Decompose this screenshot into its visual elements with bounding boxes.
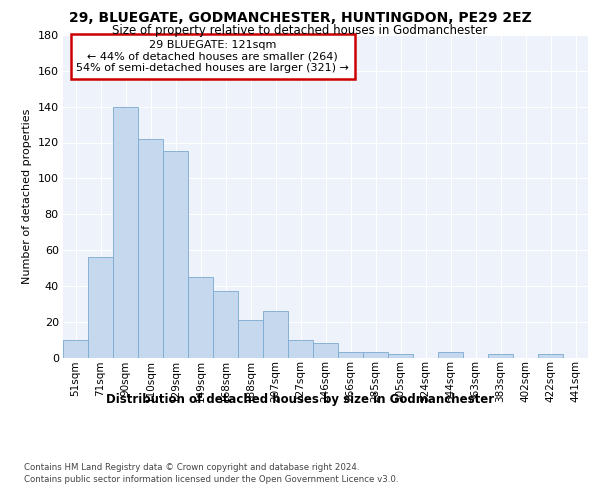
Bar <box>388 354 413 358</box>
Bar <box>538 354 563 358</box>
Bar <box>238 320 263 358</box>
Bar <box>363 352 388 358</box>
Text: 29 BLUEGATE: 121sqm
← 44% of detached houses are smaller (264)
54% of semi-detac: 29 BLUEGATE: 121sqm ← 44% of detached ho… <box>76 40 349 73</box>
Bar <box>88 257 113 358</box>
Bar <box>263 311 288 358</box>
Y-axis label: Number of detached properties: Number of detached properties <box>22 108 32 284</box>
Bar <box>288 340 313 357</box>
Bar <box>138 139 163 358</box>
Bar <box>488 354 513 358</box>
Text: Size of property relative to detached houses in Godmanchester: Size of property relative to detached ho… <box>112 24 488 37</box>
Bar <box>438 352 463 358</box>
Bar <box>313 343 338 357</box>
Bar <box>163 152 188 358</box>
Bar <box>213 291 238 358</box>
Bar <box>63 340 88 357</box>
Bar <box>188 277 213 357</box>
Bar <box>338 352 363 358</box>
Text: 29, BLUEGATE, GODMANCHESTER, HUNTINGDON, PE29 2EZ: 29, BLUEGATE, GODMANCHESTER, HUNTINGDON,… <box>68 11 532 25</box>
Text: Contains public sector information licensed under the Open Government Licence v3: Contains public sector information licen… <box>24 475 398 484</box>
Text: Distribution of detached houses by size in Godmanchester: Distribution of detached houses by size … <box>106 392 494 406</box>
Text: Contains HM Land Registry data © Crown copyright and database right 2024.: Contains HM Land Registry data © Crown c… <box>24 462 359 471</box>
Bar <box>113 106 138 358</box>
